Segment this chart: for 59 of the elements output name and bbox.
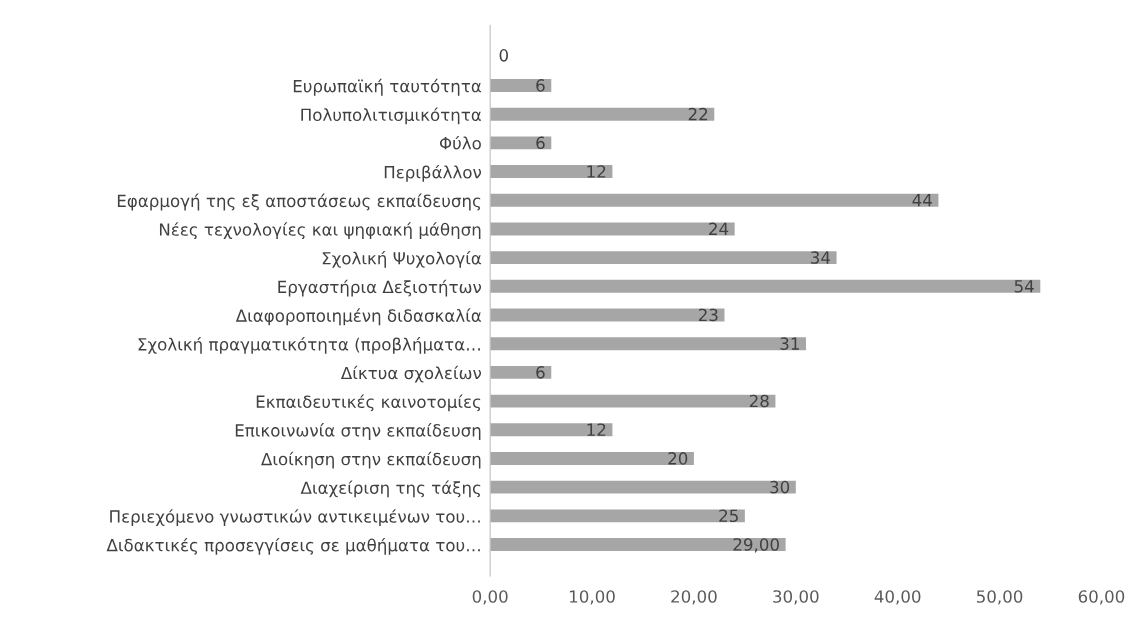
- bar: [490, 222, 735, 236]
- x-tick-label: 10,00: [570, 590, 615, 605]
- data-label: 6: [536, 136, 545, 150]
- data-label: 44: [912, 194, 932, 207]
- y-tick-label: Σχολική πραγματικότητα (προβλήματα…: [138, 337, 480, 354]
- data-label: 29,00: [733, 538, 779, 553]
- bar: [490, 107, 715, 121]
- y-tick-label: Σχολική Ψυχολογία: [322, 250, 482, 268]
- data-label: 54: [1014, 280, 1034, 293]
- bar: [490, 509, 745, 523]
- bar: [490, 480, 796, 494]
- data-label: 12: [587, 423, 606, 436]
- bar: [490, 423, 613, 437]
- data-label: 34: [811, 251, 831, 264]
- y-tick-label: Περιβάλλον: [384, 164, 482, 182]
- x-tick-label: 0,00: [472, 590, 508, 605]
- y-tick-label: Νέες τεχνολογίες και ψηφιακή μάθηση: [159, 222, 481, 240]
- bar: [490, 538, 786, 551]
- bar: [490, 79, 552, 92]
- y-tick-label: Διαφοροποιημένη διδασκαλία: [235, 308, 482, 326]
- y-tick-label: Εκπαιδευτικές καινοτομίες: [256, 394, 481, 412]
- data-label: 0: [499, 49, 508, 62]
- bar: [490, 337, 806, 351]
- data-label: 30: [770, 480, 790, 494]
- data-label: 23: [698, 308, 718, 322]
- y-tick-label: Διαχείριση της τάξης: [300, 480, 481, 498]
- data-label: 24: [709, 222, 729, 235]
- data-label: 6: [536, 79, 545, 92]
- data-label: 28: [749, 394, 769, 408]
- bar: [490, 279, 1041, 293]
- y-tick-label: Εργαστήρια Δεξιοτήτων: [278, 279, 482, 297]
- x-tick-label: 60,00: [1078, 590, 1125, 605]
- y-tick-label: Επικοινωνία στην εκπαίδευση: [235, 423, 481, 440]
- bar: [490, 251, 837, 265]
- bar: [490, 452, 694, 465]
- bar: [490, 365, 552, 379]
- x-tick-label: 30,00: [773, 590, 819, 605]
- x-tick-label: 50,00: [976, 590, 1023, 605]
- y-tick-label: Φύλο: [439, 135, 481, 150]
- x-tick-label: 40,00: [874, 590, 921, 605]
- bar: [490, 394, 776, 408]
- data-label: 20: [668, 452, 688, 465]
- y-tick-label: Ευρωπαϊκή ταυτότητα: [293, 78, 482, 96]
- bar: [490, 308, 725, 322]
- data-label: 31: [780, 337, 799, 350]
- y-tick-label: Διδακτικές προσεγγίσεις σε μαθήματα του…: [106, 537, 480, 555]
- data-label: 6: [536, 366, 545, 379]
- data-label: 12: [587, 165, 606, 178]
- y-tick-label: Πολυπολιτισμικότητα: [301, 107, 482, 125]
- bar: [490, 136, 552, 150]
- y-tick-label: Περιεχόμενο γνωστικών αντικειμένων του…: [110, 509, 480, 526]
- y-tick-label: Δίκτυα σχολείων: [340, 365, 482, 383]
- x-tick-label: 20,00: [671, 590, 717, 605]
- y-tick-label: Διοίκηση στην εκπαίδευση: [261, 451, 481, 469]
- data-label: 25: [719, 509, 738, 523]
- bar: [490, 165, 613, 179]
- data-label: 22: [688, 107, 708, 121]
- y-tick-label: Εφαρμογή της εξ αποστάσεως εκπαίδευσης: [117, 193, 481, 211]
- bar: [490, 193, 939, 207]
